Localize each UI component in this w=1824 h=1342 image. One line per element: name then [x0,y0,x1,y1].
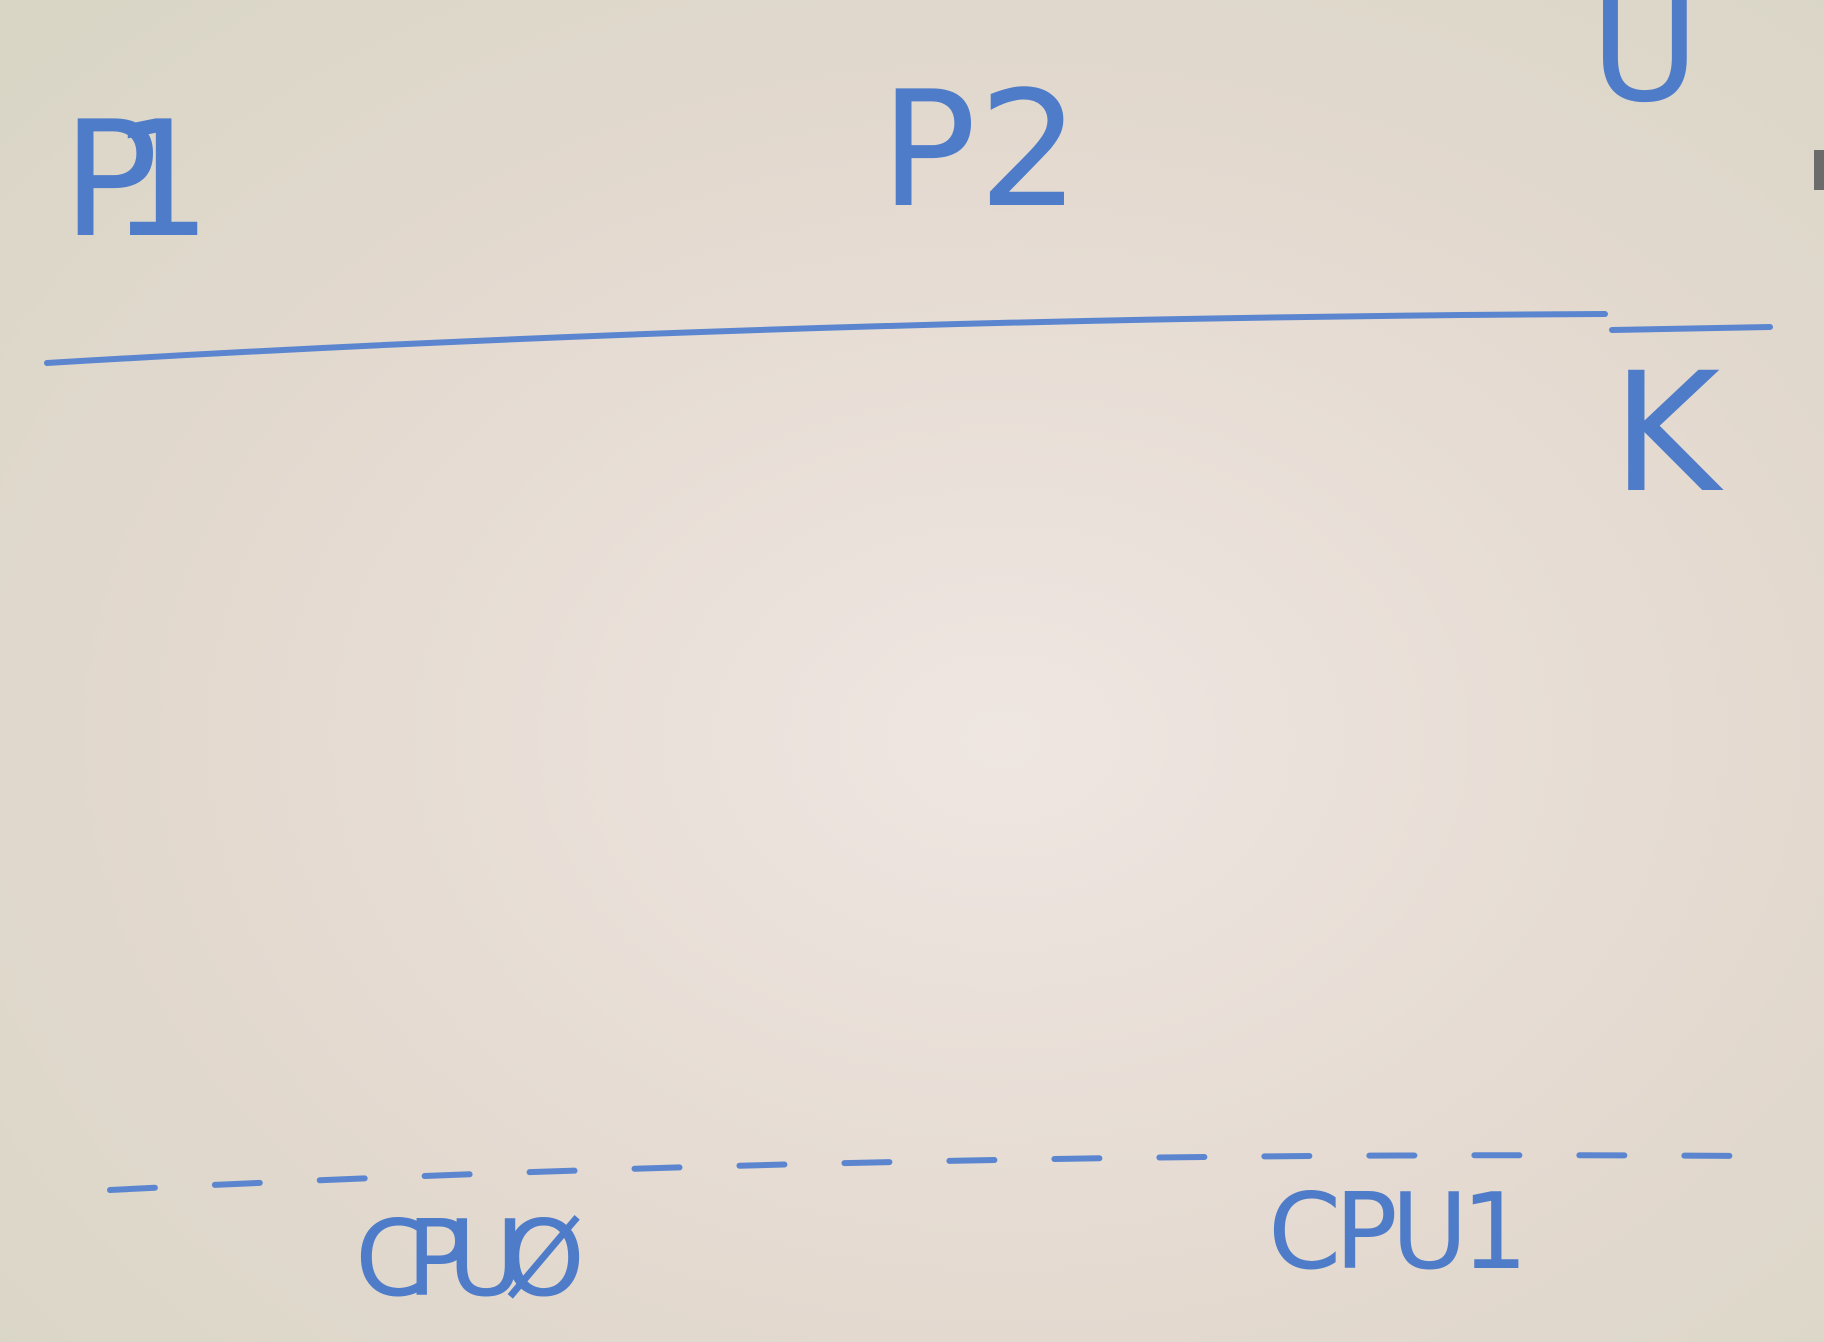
user-kernel-boundary [44,311,1608,366]
cpu-label: CPU1 [1268,1171,1528,1293]
process-label: P2 [880,56,1080,243]
hardware-boundary [107,1152,1759,1193]
cpu-label: CPUØ [355,1198,585,1320]
frame-edge [1814,150,1824,190]
kernel-label: K [1612,337,1724,529]
k-overline [1609,324,1773,333]
process-label: P1 [62,86,212,273]
user-space-label: U [1590,0,1700,136]
